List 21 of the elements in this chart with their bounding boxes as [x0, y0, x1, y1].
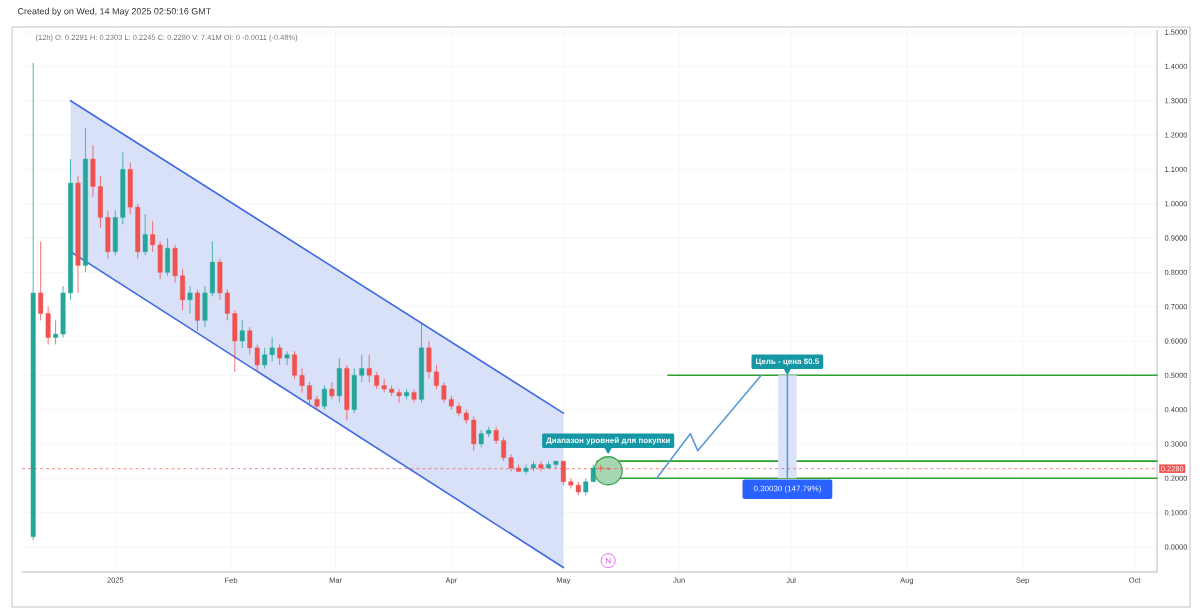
candlestick [239, 319, 245, 349]
chart-title: Created by on Wed, 14 May 2025 02:50:16 GMT [17, 7, 211, 17]
candlestick [501, 436, 507, 462]
candlestick [433, 364, 439, 390]
candlestick [314, 395, 320, 411]
candlestick [411, 388, 417, 404]
candlestick [299, 368, 305, 393]
candlestick [142, 213, 148, 256]
candlestick [553, 460, 559, 469]
candlestick [187, 285, 193, 314]
candlestick [284, 350, 290, 366]
candlestick [366, 354, 372, 383]
candlestick [321, 385, 327, 411]
candlestick [329, 381, 335, 400]
candlestick [523, 464, 529, 476]
candlestick [38, 241, 44, 321]
candlestick [277, 344, 283, 366]
candlestick [307, 381, 312, 407]
candlestick [359, 354, 365, 383]
candlestick [53, 319, 59, 345]
candlestick [292, 350, 297, 380]
